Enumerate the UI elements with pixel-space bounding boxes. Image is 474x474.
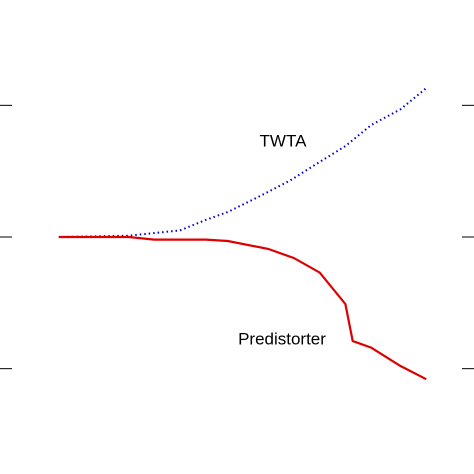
series-line [58, 235, 427, 381]
series-label: Predistorter [238, 329, 326, 348]
series-line [58, 87, 427, 238]
series-label: TWTA [260, 131, 308, 150]
